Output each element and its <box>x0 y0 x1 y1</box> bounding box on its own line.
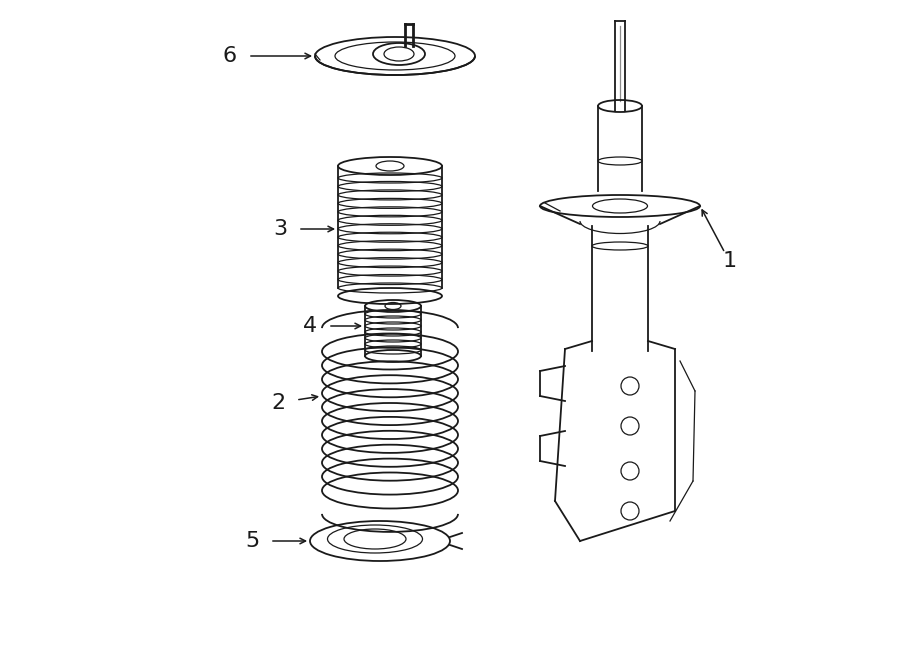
Text: 1: 1 <box>723 251 737 271</box>
Text: 2: 2 <box>271 393 285 413</box>
Text: 6: 6 <box>223 46 237 66</box>
Text: 3: 3 <box>273 219 287 239</box>
Text: 5: 5 <box>245 531 259 551</box>
Text: 4: 4 <box>303 316 317 336</box>
